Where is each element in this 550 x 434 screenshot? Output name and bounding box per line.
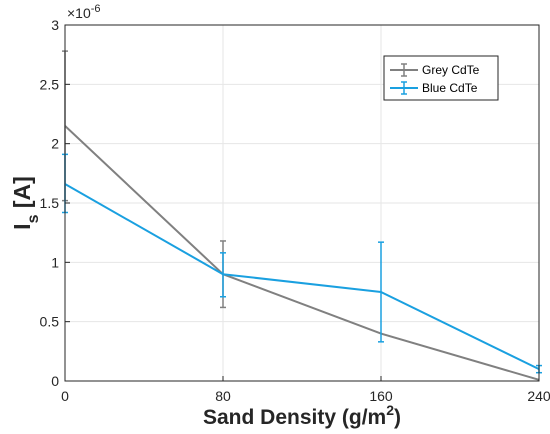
legend-label-grey: Grey CdTe [422, 63, 480, 77]
legend-entry-grey: Grey CdTe [390, 63, 480, 77]
y-tick-label: 0.5 [40, 314, 60, 330]
x-tick-label: 160 [369, 388, 393, 404]
series-line-0 [64, 125, 540, 381]
y-axis-title: Is [A] [9, 176, 42, 230]
x-tick-label: 80 [215, 388, 231, 404]
y-tick-label: 2 [51, 136, 59, 152]
y-tick-label: 1.5 [40, 195, 60, 211]
series-line-1 [64, 183, 540, 371]
error-bar [220, 252, 226, 298]
y-tick-label: 1 [51, 254, 59, 270]
legend: Grey CdTe Blue CdTe [383, 55, 499, 101]
y-tick-label: 2.5 [40, 76, 60, 92]
x-axis-title: Sand Density (g/m2) [203, 402, 401, 429]
x-tick-label: 0 [61, 388, 69, 404]
y-tick-label: 3 [51, 17, 59, 33]
error-bar [378, 241, 384, 343]
y-exponent: ×10-6 [67, 3, 101, 21]
legend-label-blue: Blue CdTe [422, 81, 478, 95]
x-tick-label: 240 [527, 388, 550, 404]
ticks: 0 80 160 240 0 0.5 1 1.5 2 2.5 3 [40, 17, 550, 404]
legend-entry-blue: Blue CdTe [390, 81, 478, 95]
y-tick-label: 0 [51, 373, 59, 389]
